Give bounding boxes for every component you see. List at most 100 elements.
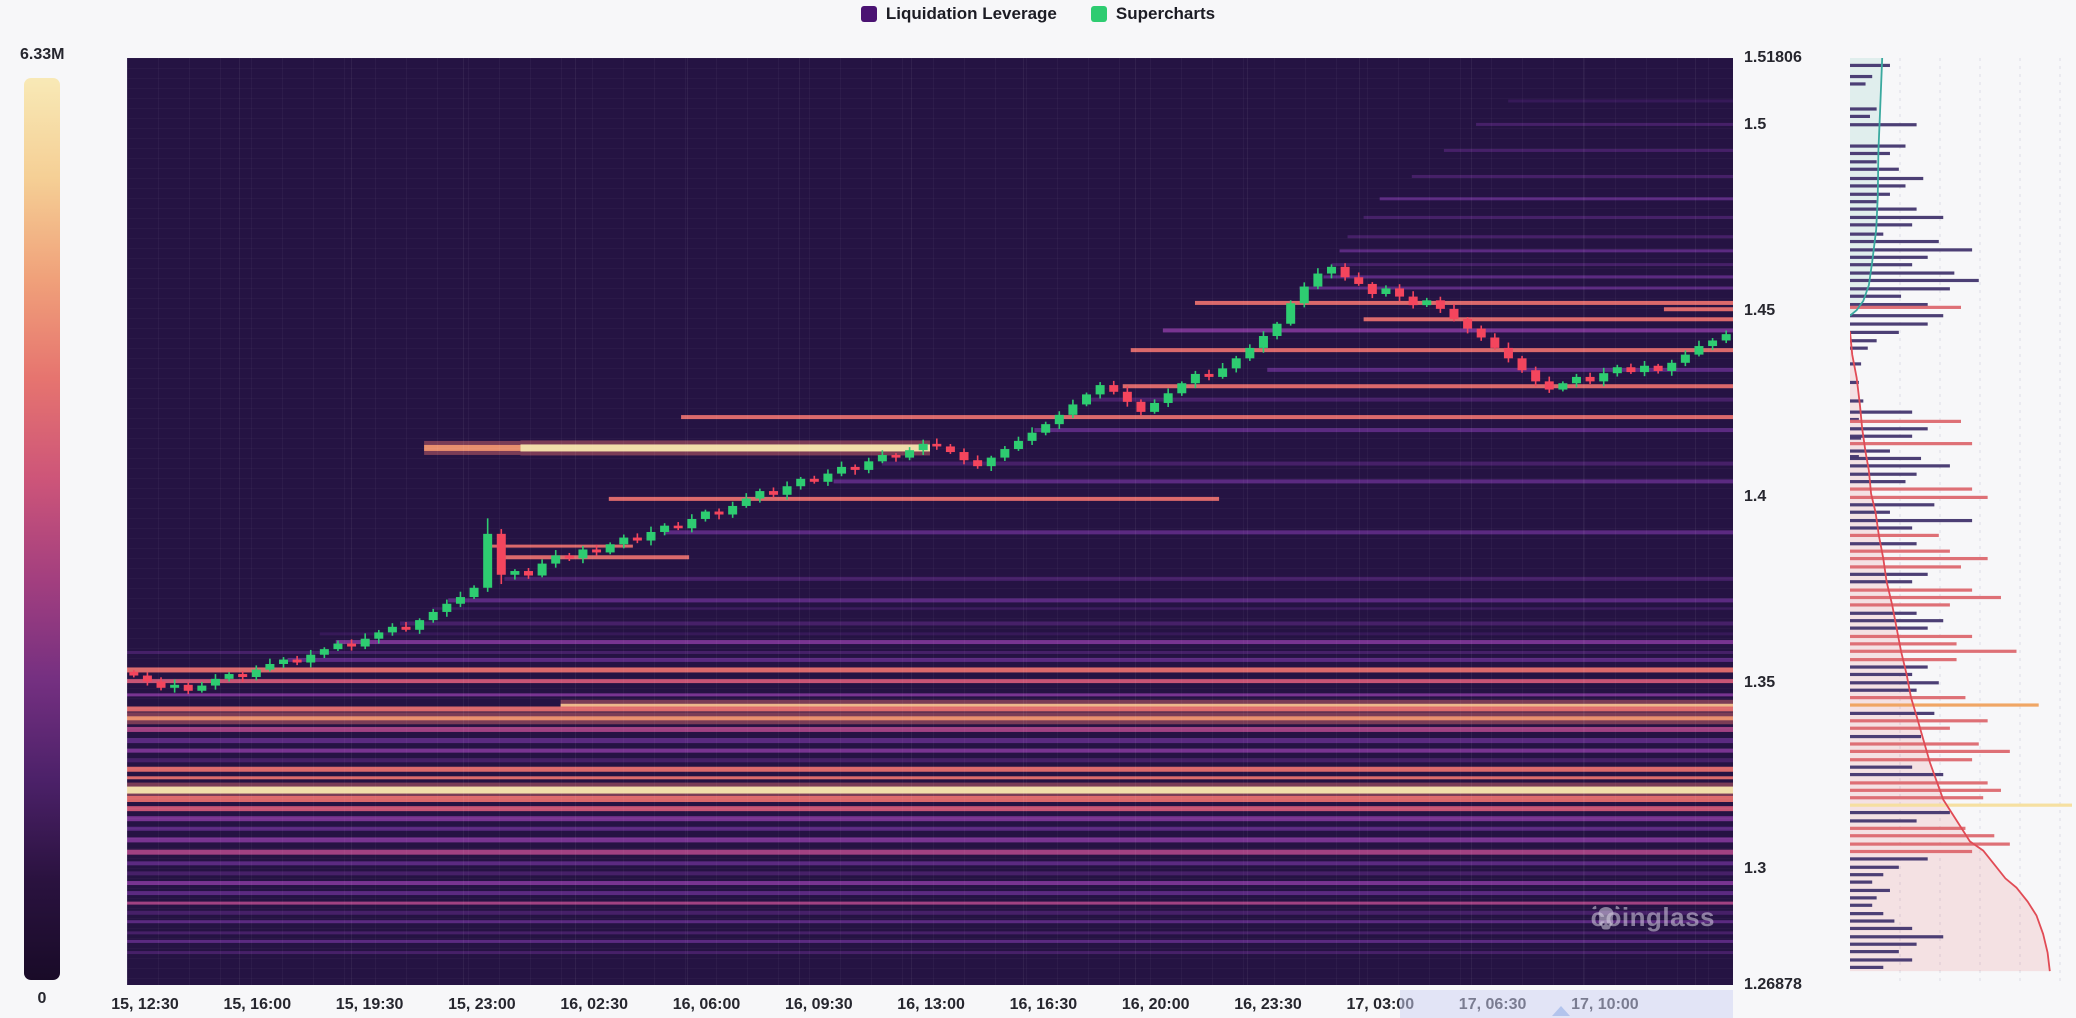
depth-bar: [1850, 248, 1973, 252]
depth-bar: [1850, 294, 1902, 298]
candle-body: [1640, 365, 1650, 373]
heat-band: [127, 776, 1733, 780]
bid-cumulative-line: [1850, 331, 2051, 972]
time-tick-label: 16, 13:00: [897, 996, 965, 1013]
liquidation-heatmap-plot[interactable]: coinglass: [127, 58, 1733, 985]
heat-band: [127, 679, 1733, 684]
legend-label: Supercharts: [1115, 4, 1216, 23]
candle-body: [564, 555, 574, 559]
candle-body: [1585, 376, 1595, 382]
depth-bar: [1850, 263, 1913, 267]
heat-band: [127, 758, 1733, 763]
legend-item-supercharts[interactable]: Supercharts: [1090, 4, 1216, 24]
depth-bar: [1850, 688, 1917, 692]
candle-body: [1680, 354, 1690, 363]
heat-band: [665, 530, 1733, 535]
candle-body: [224, 674, 234, 679]
depth-bar: [1850, 107, 1877, 111]
heat-band: [127, 861, 1733, 866]
heat-band: [127, 748, 1733, 753]
candle-body: [1354, 277, 1364, 284]
heat-band: [1443, 148, 1733, 152]
candle-body: [1381, 288, 1391, 294]
time-tick-label: 15, 16:00: [223, 996, 292, 1013]
depth-bar: [1850, 419, 1961, 423]
depth-bar: [1850, 619, 1944, 623]
heat-band: [1122, 384, 1733, 389]
time-tick-label: 16, 06:00: [672, 996, 741, 1013]
heat-band: [488, 544, 633, 548]
heat-band: [1379, 197, 1733, 201]
depth-bar: [1850, 758, 1973, 762]
heat-band: [127, 931, 1733, 935]
depth-bar: [1850, 919, 1895, 923]
depth-bar: [1850, 772, 1944, 777]
candle-body: [1395, 288, 1405, 297]
depth-bar: [1850, 434, 1913, 438]
candle-body: [1531, 370, 1541, 382]
candle-body: [333, 643, 343, 650]
legend-item-liquidation-leverage[interactable]: Liquidation Leverage: [860, 4, 1057, 24]
candle-body: [387, 626, 397, 633]
candle-body: [1163, 393, 1173, 403]
candle-body: [1599, 373, 1609, 382]
depth-bar: [1850, 542, 1917, 546]
depth-bar: [1850, 533, 1939, 538]
candle-body: [183, 684, 193, 691]
heat-band: [1476, 122, 1733, 126]
candle-body: [905, 450, 915, 458]
candle-body: [415, 620, 425, 630]
scroll-caret-icon[interactable]: [1552, 1006, 1570, 1016]
liquidation-depth-panel[interactable]: [1850, 58, 2072, 985]
candle-body: [129, 671, 139, 676]
depth-bar: [1850, 703, 2039, 707]
candle-body: [319, 649, 329, 655]
heat-band: [127, 837, 1733, 843]
candle-body: [796, 478, 806, 487]
price-tick-label: 1.26878: [1744, 976, 1802, 993]
candle-body: [1272, 323, 1282, 337]
depth-bar: [1850, 239, 1939, 244]
depth-bar: [1850, 826, 1966, 830]
candle-body: [918, 443, 928, 451]
candle-body: [1340, 266, 1350, 278]
heat-band: [1090, 397, 1733, 402]
depth-bar: [1850, 819, 1917, 823]
depth-bar: [1850, 749, 2010, 753]
depth-bar: [1850, 339, 1877, 343]
candle-body: [728, 505, 738, 515]
depth-bar: [1850, 255, 1928, 259]
heat-band: [127, 738, 1733, 744]
heat-band: [335, 640, 1733, 645]
candle-body: [714, 511, 724, 515]
heat-band: [127, 910, 1733, 915]
candle-body: [306, 654, 316, 663]
candle-body: [687, 518, 697, 529]
candle-body: [823, 473, 833, 482]
price-tick-label: 1.51806: [1744, 49, 1802, 66]
depth-bar: [1850, 271, 1955, 275]
ask-cumulative-line: [1850, 58, 1884, 317]
price-tick-label: 1.45: [1744, 302, 1776, 320]
depth-bar: [1850, 207, 1917, 211]
heat-band: [127, 786, 1733, 794]
time-tick-label: 15, 19:30: [335, 996, 404, 1013]
depth-bar: [1850, 942, 1917, 946]
depth-bar: [1850, 305, 1961, 309]
heat-band: [881, 461, 1733, 466]
depth-bar: [1850, 495, 1988, 499]
colorbar-max-label: 6.33M: [20, 46, 65, 63]
colorbar-min-label: 0: [37, 990, 47, 1007]
candle-body: [469, 587, 479, 598]
depth-bar: [1850, 160, 1877, 164]
price-tick-label: 1.5: [1744, 116, 1767, 134]
depth-bar: [1850, 380, 1859, 385]
candle-body: [551, 555, 561, 564]
heat-band: [1299, 286, 1733, 290]
depth-bar: [1850, 464, 1950, 468]
depth-bar: [1850, 935, 1944, 939]
candle-body: [1327, 266, 1336, 274]
candle-body: [1190, 373, 1200, 384]
depth-bar: [1850, 503, 1935, 507]
depth-bar: [1850, 681, 1939, 685]
